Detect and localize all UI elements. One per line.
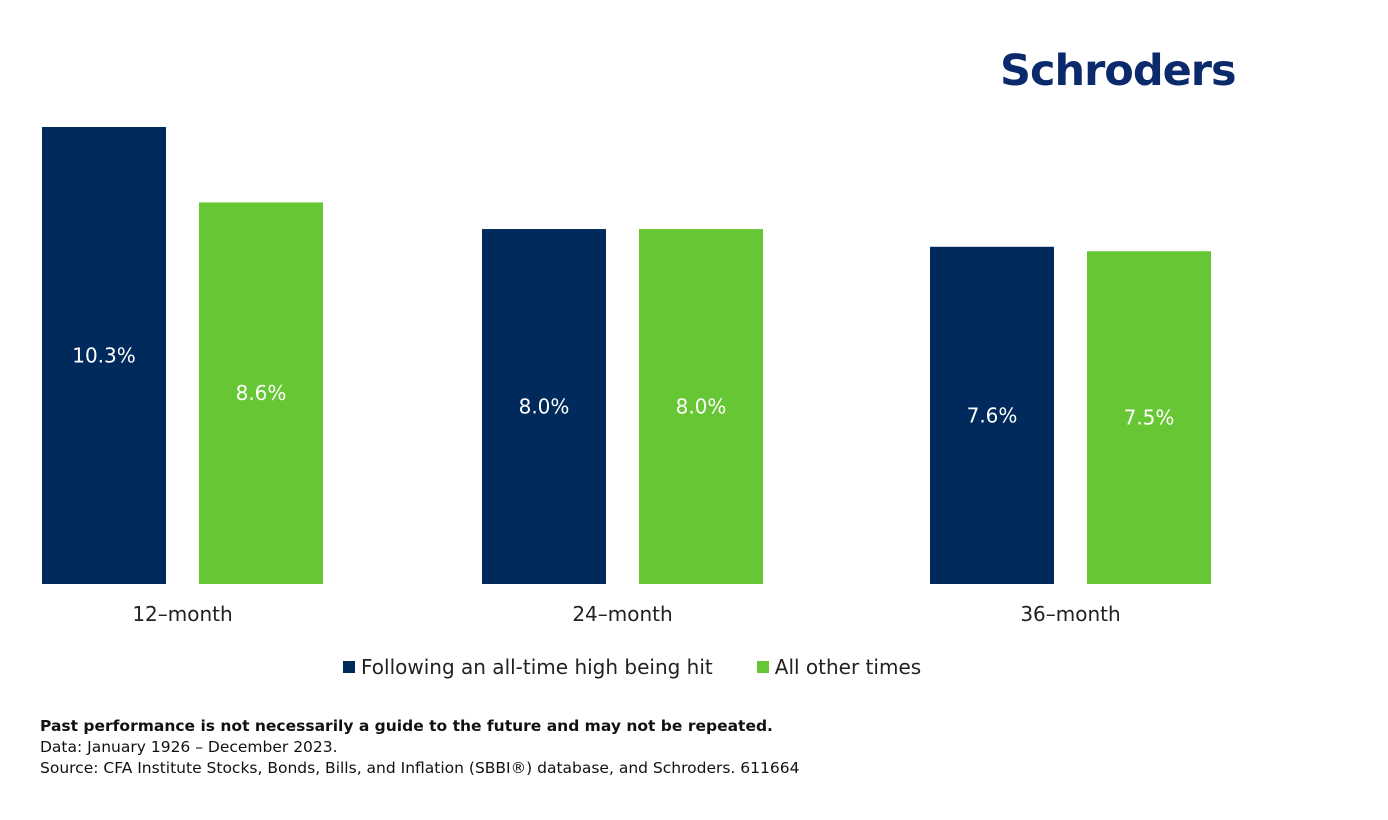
legend-swatch-series-2 xyxy=(756,661,769,673)
disclaimer: Past performance is not necessarily a gu… xyxy=(40,717,773,735)
data-label-1-2: 8.0% xyxy=(519,395,570,419)
legend-label-series-2: All other times xyxy=(774,655,922,679)
source-note: Source: CFA Institute Stocks, Bonds, Bil… xyxy=(40,759,800,777)
bar-1-3 xyxy=(930,246,1054,584)
category-label-3: 36–month xyxy=(1020,602,1120,626)
legend-swatch-series-1 xyxy=(343,661,355,673)
bar-2-1 xyxy=(199,202,323,584)
category-label-2: 24–month xyxy=(572,602,672,626)
data-label-1-3: 7.6% xyxy=(967,403,1018,427)
data-label-1-1: 10.3% xyxy=(72,344,136,368)
bar-1-2 xyxy=(482,229,606,585)
bar-2-3 xyxy=(1087,251,1211,584)
legend: Following an all-time high being hit All… xyxy=(343,655,965,679)
legend-item-series-1: Following an all-time high being hit xyxy=(343,655,713,679)
legend-item-series-2: All other times xyxy=(756,655,922,679)
data-label-2-1: 8.6% xyxy=(236,381,287,405)
data-label-2-2: 8.0% xyxy=(676,395,727,419)
bar-2-2 xyxy=(639,229,763,585)
category-label-1: 12–month xyxy=(132,602,232,626)
data-label-2-3: 7.5% xyxy=(1124,406,1175,430)
footnotes: Past performance is not necessarily a gu… xyxy=(40,716,799,779)
bar-1-1 xyxy=(42,127,166,584)
bar-chart: 10.3% 8.6% 12–month 8.0% 8.0% 24–month 7.6% 7.5… xyxy=(42,127,1211,626)
data-note: Data: January 1926 – December 2023. xyxy=(40,738,338,756)
legend-label-series-1: Following an all-time high being hit xyxy=(361,655,713,679)
schroders-logo: Schroders xyxy=(1000,46,1237,96)
